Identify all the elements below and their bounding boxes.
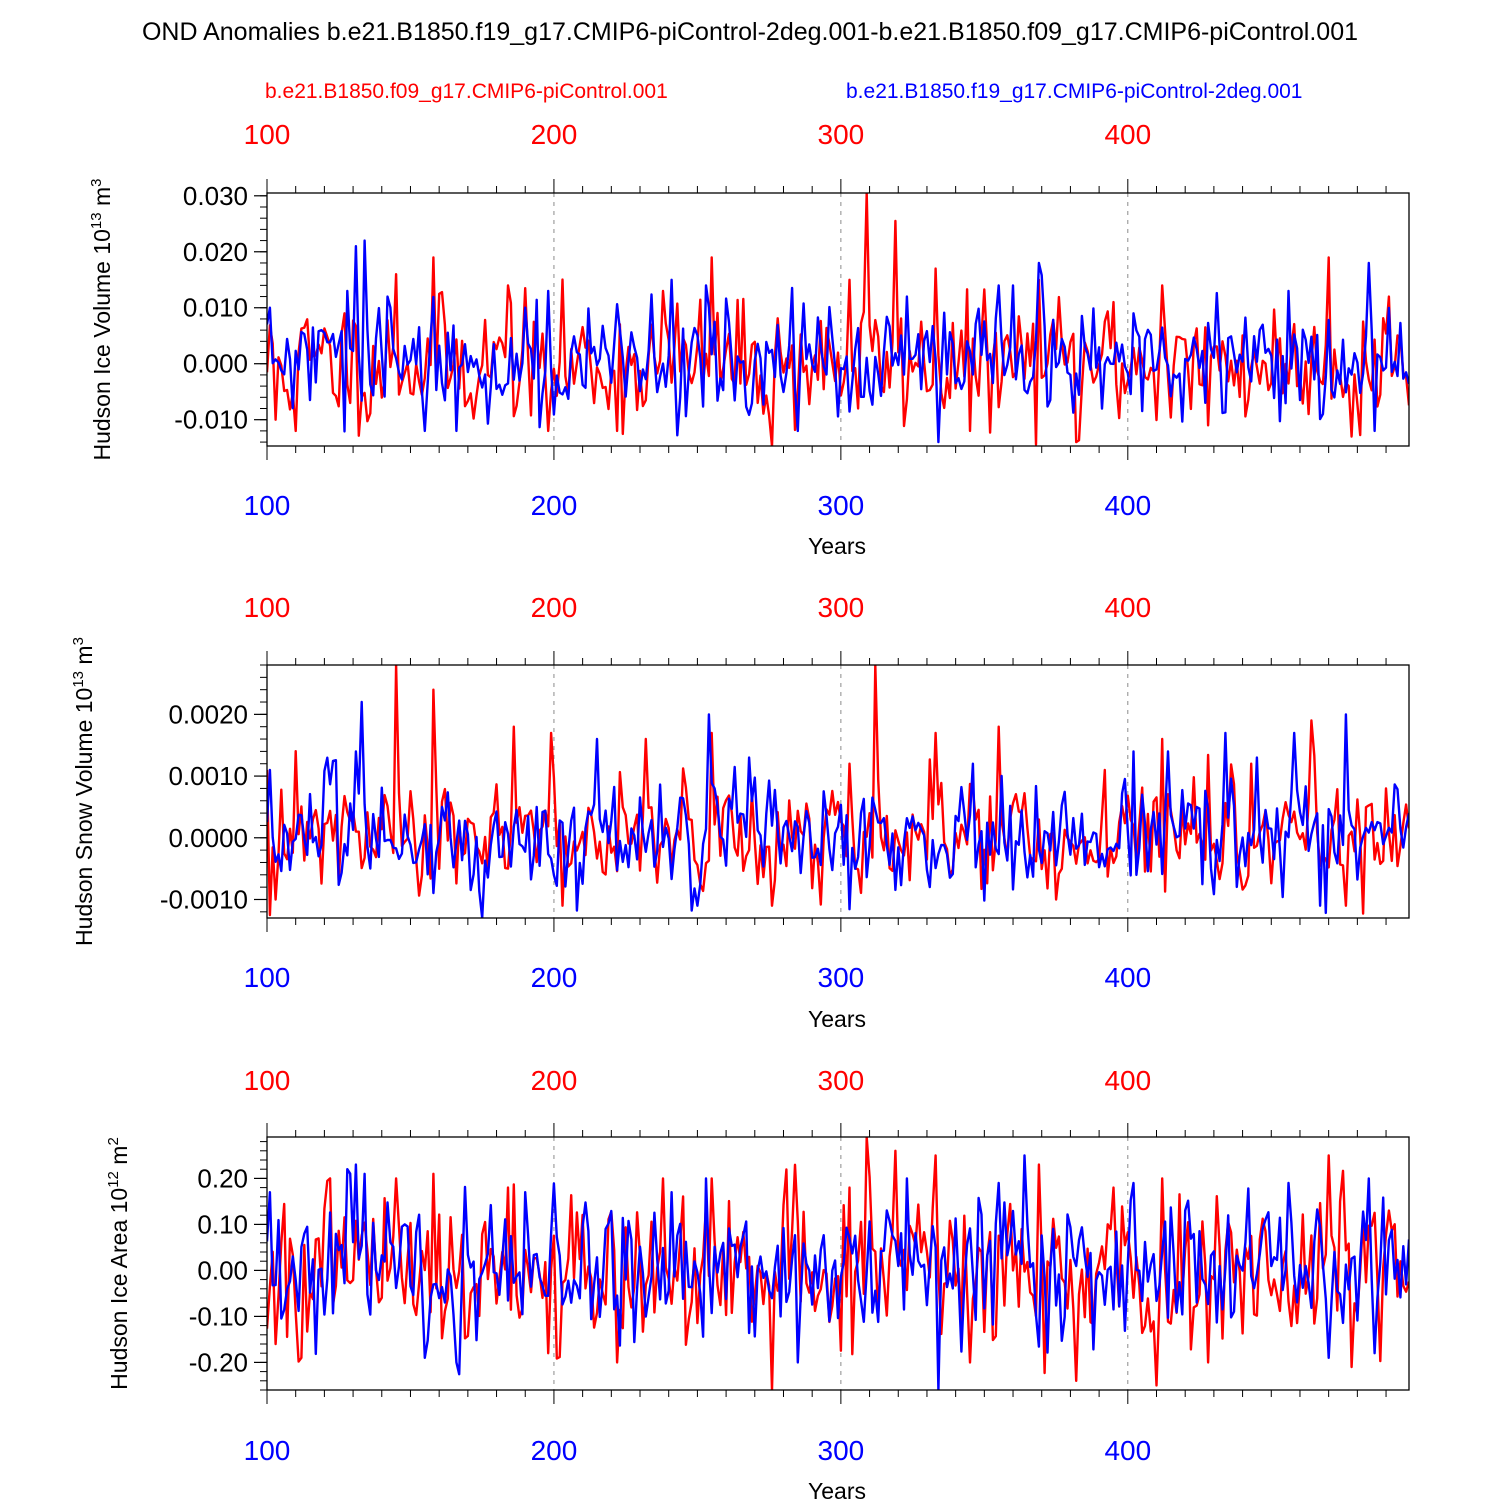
series-group (267, 665, 1409, 918)
x-top-tick-label: 400 (1104, 592, 1151, 623)
y-label-main: Hudson Ice Area 10 (106, 1188, 132, 1390)
y-label-unit-exponent: 3 (70, 637, 87, 645)
y-axis-label: Hudson Ice Volume 1013 m3 (88, 178, 115, 460)
legend-blue-series: b.e21.B1850.f19_g17.CMIP6-piControl-2deg… (846, 80, 1303, 103)
x-bottom-tick-label: 400 (1104, 490, 1151, 521)
y-tick-label: 0.10 (197, 1209, 248, 1239)
panel-3: -0.20 -0.10 0.00 0.10 0.20 100 200 300 400 100 200… (105, 1065, 1410, 1500)
y-tick-label: 0.00 (197, 1255, 248, 1285)
x-top-tick-label: 100 (244, 119, 291, 150)
y-tick-label: 0.20 (197, 1163, 248, 1193)
y-axis-label: Hudson Snow Volume 1013 m3 (70, 637, 97, 946)
y-label-unit: m (106, 1146, 132, 1172)
y-label-exponent: 12 (105, 1171, 122, 1188)
legend-red-series: b.e21.B1850.f09_g17.CMIP6-piControl.001 (265, 80, 668, 103)
x-top-tick-label: 400 (1104, 1065, 1151, 1096)
y-tick-label: 0.010 (183, 293, 248, 323)
y-tick-label: 0.020 (183, 237, 248, 267)
x-top-tick-label: 200 (531, 592, 578, 623)
x-bottom-tick-label: 200 (531, 962, 578, 993)
x-bottom-tick-label: 300 (818, 962, 865, 993)
x-top-tick-label: 300 (818, 1065, 865, 1096)
chart-title: OND Anomalies b.e21.B1850.f19_g17.CMIP6-… (141, 18, 1359, 46)
x-axis-label: Years (808, 533, 866, 559)
y-tick-label: 0.0010 (168, 761, 248, 791)
series-group (267, 1137, 1409, 1390)
x-axis-label: Years (808, 1478, 866, 1500)
x-top-tick-label: 200 (531, 1065, 578, 1096)
x-axis-label: Years (808, 1006, 866, 1032)
x-top-tick-label: 300 (818, 592, 865, 623)
series-line-blue (267, 239, 1409, 444)
x-bottom-tick-label: 100 (244, 1435, 291, 1466)
panel-2: -0.0010 0.0000 0.0010 0.0020 100 200 300 400 100… (70, 592, 1410, 1032)
y-label-unit: m (89, 187, 115, 213)
series-line-red (267, 665, 1409, 917)
y-tick-label: 0.0020 (168, 699, 248, 729)
series-group (267, 193, 1409, 446)
plot-frame (266, 192, 1410, 447)
y-label-exponent: 13 (70, 671, 87, 688)
y-label-unit: m (71, 645, 97, 671)
panel-1: -0.010 0.000 0.010 0.020 0.030 100 200 300 400 10… (88, 119, 1410, 559)
x-bottom-tick-label: 100 (244, 962, 291, 993)
y-label-main: Hudson Snow Volume 10 (71, 688, 97, 946)
x-bottom-tick-label: 100 (244, 490, 291, 521)
x-bottom-tick-label: 300 (818, 490, 865, 521)
plot-frame (266, 1136, 1410, 1391)
y-tick-label: -0.20 (189, 1347, 248, 1377)
x-bottom-tick-label: 400 (1104, 962, 1151, 993)
x-top-tick-label: 400 (1104, 119, 1151, 150)
y-label-exponent: 13 (88, 212, 105, 229)
y-label-main: Hudson Ice Volume 10 (89, 229, 115, 460)
x-top-tick-label: 200 (531, 119, 578, 150)
y-axis-label: Hudson Ice Area 1012 m2 (105, 1137, 132, 1390)
x-top-tick-label: 100 (244, 592, 291, 623)
plot-frame (266, 664, 1410, 919)
x-bottom-tick-label: 200 (531, 490, 578, 521)
y-tick-label: 0.030 (183, 181, 248, 211)
series-line-red (267, 1137, 1409, 1390)
y-tick-label: 0.000 (183, 349, 248, 379)
y-label-unit-exponent: 3 (88, 178, 105, 186)
x-top-tick-label: 100 (244, 1065, 291, 1096)
y-tick-label: -0.10 (189, 1301, 248, 1331)
x-bottom-tick-label: 200 (531, 1435, 578, 1466)
x-bottom-tick-label: 400 (1104, 1435, 1151, 1466)
y-label-unit-exponent: 2 (105, 1137, 122, 1145)
y-tick-label: -0.0010 (160, 884, 248, 914)
series-line-red (267, 193, 1409, 446)
series-line-blue (267, 700, 1409, 918)
x-bottom-tick-label: 300 (818, 1435, 865, 1466)
x-top-tick-label: 300 (818, 119, 865, 150)
y-tick-label: -0.010 (174, 405, 248, 435)
series-line-blue (267, 1154, 1409, 1390)
y-tick-label: 0.0000 (168, 823, 248, 853)
